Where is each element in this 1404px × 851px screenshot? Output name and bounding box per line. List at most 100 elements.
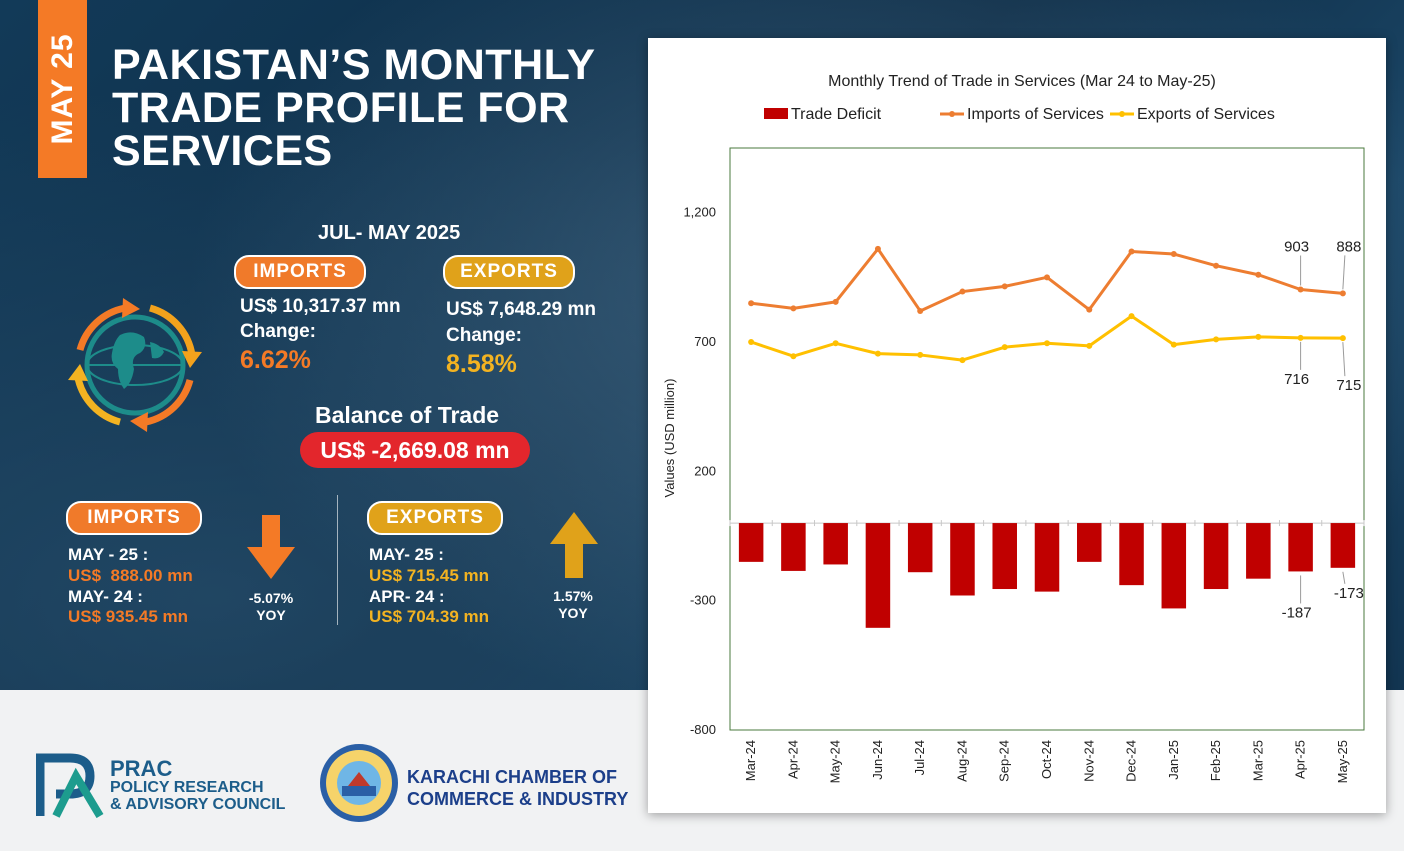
monthly-imports-yoy-label: YOY <box>256 607 286 623</box>
x-tick-label: Jul-24 <box>912 740 927 775</box>
month-tab: MAY 25 <box>38 0 87 178</box>
exports-point <box>1339 335 1346 342</box>
deficit-bar <box>1246 523 1271 579</box>
y-axis-title: Values (USD million) <box>662 379 677 498</box>
monthly-imports-cur-value: US$ 888.00 mn <box>68 566 193 585</box>
period-label: JUL- MAY 2025 <box>318 222 461 244</box>
exports-point <box>1213 336 1220 343</box>
monthly-imports-pill: IMPORTS <box>66 501 202 535</box>
data-label: -173 <box>1334 585 1364 602</box>
chart-title: Monthly Trend of Trade in Services (Mar … <box>828 73 1216 90</box>
x-tick-label: Feb-25 <box>1208 740 1223 781</box>
exports-point <box>917 351 924 358</box>
kcci-line-1: KARACHI CHAMBER OF <box>407 767 617 787</box>
title-line-1: PAKISTAN’S MONTHLY <box>112 41 596 89</box>
deficit-bar <box>781 523 806 571</box>
deficit-bar <box>907 523 933 573</box>
plot-area <box>729 147 1365 731</box>
series-lines <box>748 245 1346 364</box>
title-line-2: TRADE PROFILE FOR <box>112 84 570 132</box>
y-tick-label: 1,200 <box>683 205 716 220</box>
deficit-bar <box>865 523 891 628</box>
chart-legend: Trade Deficit Imports of Services Exports … <box>764 106 1275 123</box>
monthly-exports-pill: EXPORTS <box>367 501 503 535</box>
summary-exports-pill: EXPORTS <box>443 255 575 289</box>
monthly-imports-prev-value: US$ 935.45 mn <box>68 607 189 626</box>
x-tick-label: Jun-24 <box>870 740 885 780</box>
deficit-bar <box>1034 523 1060 592</box>
summary-exports-value: US$ 7,648.29 mn <box>446 299 596 320</box>
imports-point <box>832 298 839 305</box>
monthly-exports-prev-label: APR- 24 : <box>369 587 445 606</box>
data-label-leader <box>1342 342 1346 377</box>
exports-point <box>748 339 755 345</box>
summary-imports-change-label: Change: <box>240 321 316 342</box>
kcci-seal-icon <box>320 744 398 822</box>
x-axis-ticks: Mar-24 Apr-24 May-24 Jun-24 Jul-24 Aug-24 Sep-… <box>743 740 1350 783</box>
x-tick-label: Mar-24 <box>743 740 758 781</box>
legend-swatch-marker <box>949 111 955 117</box>
data-label-leader <box>1342 571 1346 584</box>
x-tick-label: Apr-25 <box>1293 740 1308 779</box>
exports-line <box>750 314 1343 362</box>
exports-point <box>959 357 966 364</box>
chart-panel: Monthly Trend of Trade in Services (Mar … <box>648 38 1386 813</box>
y-tick-label: 200 <box>694 463 716 478</box>
balance-value: US$ -2,669.08 mn <box>300 432 530 468</box>
y-axis-ticks: 1,200 700 200 -300 -800 <box>683 205 1365 737</box>
legend-label: Exports of Services <box>1137 106 1275 123</box>
summary-imports-change: 6.62% <box>240 346 311 374</box>
data-label: -187 <box>1282 604 1312 621</box>
y-tick-label: -800 <box>690 722 716 737</box>
data-label: 715 <box>1336 377 1361 394</box>
deficit-bar <box>950 523 975 596</box>
x-tick-label: May-24 <box>828 740 843 783</box>
deficit-bars <box>738 523 1356 628</box>
legend-label: Imports of Services <box>967 106 1104 123</box>
monthly-exports-yoy-value: 1.57% <box>553 588 593 604</box>
prac-line-1: POLICY RESEARCH <box>110 779 264 796</box>
deficit-bar <box>1119 523 1144 586</box>
exports-point <box>1001 344 1008 351</box>
balance-title: Balance of Trade <box>315 402 500 428</box>
exports-point <box>1128 313 1135 320</box>
prac-line-2: & ADVISORY COUNCIL <box>110 796 286 813</box>
deficit-bar <box>1077 523 1102 562</box>
imports-point <box>959 288 966 295</box>
imports-point <box>1001 283 1008 290</box>
imports-point <box>1255 271 1262 278</box>
x-tick-label: Oct-24 <box>1039 740 1054 779</box>
monthly-exports-cur-label: MAY- 25 : <box>369 545 444 564</box>
x-tick-label: May-25 <box>1335 740 1350 783</box>
imports-point <box>1297 286 1304 293</box>
title-line-3: SERVICES <box>112 127 333 175</box>
imports-point <box>748 300 755 307</box>
x-tick-label: Mar-25 <box>1250 740 1265 781</box>
prac-logo-icon <box>36 753 104 818</box>
arrow-up-icon <box>550 512 598 578</box>
x-tick-label: Dec-24 <box>1124 740 1139 782</box>
exports-point <box>874 350 881 357</box>
exports-point <box>1044 340 1050 347</box>
monthly-exports-prev-value: US$ 704.39 mn <box>369 607 490 626</box>
legend-label: Trade Deficit <box>791 106 882 123</box>
exports-point <box>1170 341 1177 348</box>
legend-swatch-trade-deficit <box>764 108 788 119</box>
imports-point <box>1339 290 1346 297</box>
kcci-line-2: COMMERCE & INDUSTRY <box>407 789 629 809</box>
exports-point <box>1297 334 1304 341</box>
page-title: PAKISTAN’S MONTHLY TRADE PROFILE FOR SER… <box>112 44 632 173</box>
month-tab-label: MAY 25 <box>45 33 79 145</box>
deficit-bar <box>1203 523 1229 590</box>
imports-point <box>1213 262 1220 269</box>
deficit-bar <box>1161 523 1187 609</box>
imports-point <box>874 245 881 252</box>
x-tick-label: Jan-25 <box>1166 740 1181 780</box>
monthly-exports-yoy-label: YOY <box>558 605 588 621</box>
data-label: 903 <box>1284 238 1309 255</box>
summary-exports-change-label: Change: <box>446 325 522 346</box>
imports-point <box>1086 306 1093 313</box>
monthly-exports-cur-value: US$ 715.45 mn <box>369 566 490 585</box>
monthly-imports-cur-label: MAY - 25 : <box>68 545 149 564</box>
imports-point <box>1044 274 1050 281</box>
